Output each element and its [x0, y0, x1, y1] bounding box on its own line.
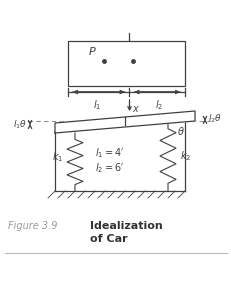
Text: $k_1$: $k_1$	[52, 150, 63, 164]
Text: Idealization: Idealization	[90, 221, 162, 231]
Text: $\theta$: $\theta$	[176, 125, 184, 137]
Text: $l_2$: $l_2$	[155, 98, 163, 112]
Text: $k_2$: $k_2$	[179, 149, 190, 163]
Text: $l_1$: $l_1$	[92, 98, 100, 112]
Text: Figure 3.9: Figure 3.9	[8, 221, 57, 231]
Text: $l_1\theta$: $l_1\theta$	[13, 118, 27, 131]
Bar	[68, 41, 184, 86]
Text: $l_2 = 6'$: $l_2 = 6'$	[94, 161, 124, 175]
Text: $x$: $x$	[132, 104, 140, 114]
Text: $l_1 = 4'$: $l_1 = 4'$	[94, 146, 124, 160]
Polygon shape	[55, 111, 194, 133]
Text: of Car: of Car	[90, 234, 127, 244]
Text: $P$: $P$	[88, 45, 96, 57]
Text: $l_2\theta$: $l_2\theta$	[207, 112, 221, 125]
